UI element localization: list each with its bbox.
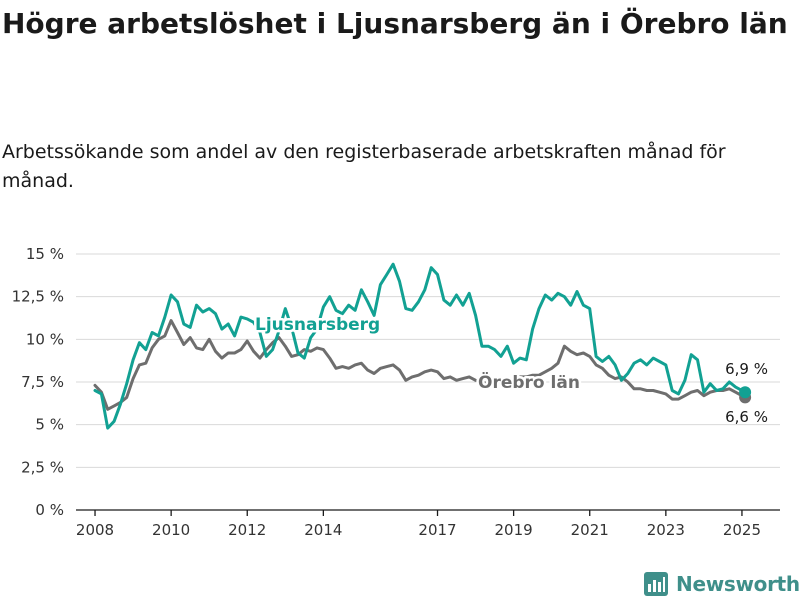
x-tick-label: 2012 xyxy=(228,521,266,539)
brand-name: Newsworthy xyxy=(676,572,800,596)
series-label-orebro: Örebro län xyxy=(478,371,580,393)
brand-logo[interactable]: Newsworthy xyxy=(644,568,800,600)
x-tick-label: 2010 xyxy=(152,521,190,539)
page-title: Högre arbetslöshet i Ljusnarsberg än i Ö… xyxy=(2,7,788,40)
y-tick-label: 7,5 % xyxy=(21,373,64,391)
y-tick-label: 5 % xyxy=(35,416,64,434)
bar-chart-logo-icon xyxy=(644,572,668,596)
x-tick-label: 2014 xyxy=(304,521,342,539)
y-tick-label: 12,5 % xyxy=(12,288,64,306)
x-tick-label: 2017 xyxy=(418,521,456,539)
x-tick-label: 2008 xyxy=(76,521,114,539)
chart-subtitle: Arbetssökande som andel av den registerb… xyxy=(2,141,726,192)
y-tick-label: 10 % xyxy=(26,330,64,348)
series-line-orebro xyxy=(93,319,747,411)
end-label-orebro: 6,6 % xyxy=(725,408,768,426)
end-point-marker xyxy=(739,386,752,399)
end-label-ljusnarsberg: 6,9 % xyxy=(725,360,768,378)
x-axis: 2008 2010 2012 2014 2017 2019 2021 2023 2025 xyxy=(76,509,780,539)
y-tick-label: 0 % xyxy=(35,501,64,519)
x-tick-label: 2025 xyxy=(723,521,761,539)
x-tick-label: 2019 xyxy=(495,521,533,539)
x-tick-label: 2021 xyxy=(571,521,609,539)
y-axis-ticks: 0 % 2,5 % 5 % 7,5 % 10 % 12,5 % 15 % xyxy=(12,245,64,519)
x-tick-label: 2023 xyxy=(647,521,685,539)
y-tick-label: 15 % xyxy=(26,245,64,263)
series-labels: Ljusnarsberg Örebro län 6,9 % 6,6 % xyxy=(253,313,769,427)
gridlines xyxy=(76,253,780,468)
y-tick-label: 2,5 % xyxy=(21,458,64,476)
series-line-ljusnarsberg xyxy=(93,262,747,430)
series-lines xyxy=(93,262,752,430)
series-label-ljusnarsberg: Ljusnarsberg xyxy=(255,315,380,335)
